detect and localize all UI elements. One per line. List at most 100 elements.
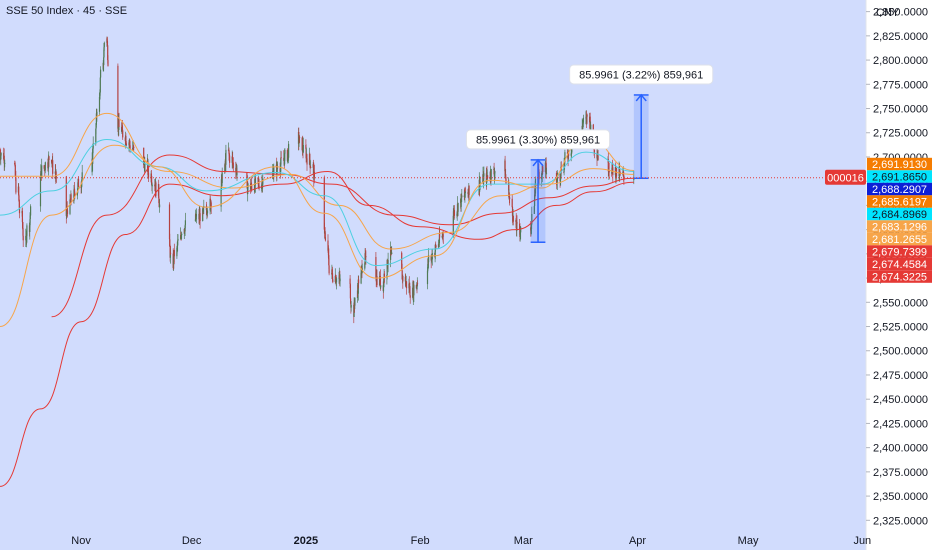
price-tick-label: 2,725.0000 (873, 128, 928, 140)
candle-body (177, 240, 179, 246)
symbol-header[interactable]: SSE 50 Index · 45 · SSE (6, 5, 128, 17)
candle-body (96, 111, 98, 116)
candle-body (302, 145, 304, 153)
candle-body (608, 170, 610, 173)
candle-body (328, 265, 330, 274)
candle-body (442, 235, 444, 237)
candle-body (133, 147, 135, 148)
candle-body (339, 278, 341, 282)
candle-body (593, 150, 595, 154)
candle-body (173, 250, 175, 257)
candle-body (615, 167, 617, 179)
candle-body (225, 149, 227, 165)
candle-body (402, 276, 404, 282)
price-tick-label: 2,475.0000 (873, 370, 928, 382)
price-tag-badge (867, 207, 932, 221)
price-tag-badge (867, 245, 932, 258)
price-tick-label: 2,400.0000 (873, 443, 928, 455)
price-tag-badge (867, 182, 932, 196)
candle-body (299, 137, 301, 138)
measure-1-label: 85.9961 (3.30%) 859,961 (476, 134, 600, 146)
candle-body (327, 240, 329, 251)
measure-1-arrow-head (532, 158, 544, 167)
candle-body (159, 204, 161, 208)
candle-body (48, 156, 50, 160)
candle-body (18, 195, 20, 200)
candle-body (41, 165, 43, 177)
candle-body (73, 189, 75, 201)
candle-body (273, 167, 275, 175)
candle-body (70, 194, 72, 201)
candle-body (409, 295, 411, 298)
candle-body (487, 175, 489, 179)
candle-body (544, 162, 546, 172)
candle-body (195, 214, 197, 217)
candle-body (542, 166, 544, 172)
candle-body (77, 179, 80, 188)
price-tick-label: 2,825.0000 (873, 31, 928, 43)
candle-body (607, 158, 609, 172)
measure-1-label-box (465, 129, 611, 150)
candle-body (280, 157, 282, 165)
candle-body (107, 45, 109, 61)
candle-body (387, 260, 389, 265)
candle-body (51, 160, 53, 163)
candle-body (391, 252, 393, 255)
candle-body (168, 204, 171, 240)
candle-body (382, 281, 385, 292)
candle-body (66, 210, 69, 214)
candle-body (170, 252, 172, 254)
candle-body (350, 298, 352, 304)
candle-body (494, 171, 496, 174)
time-label: 2025 (294, 535, 318, 547)
candle-body (349, 284, 351, 299)
price-tick-label: 2,800.0000 (873, 55, 928, 67)
plot-area[interactable] (0, 0, 866, 550)
candle-body (633, 177, 635, 181)
candle-body (409, 286, 411, 296)
candle-body (55, 176, 57, 178)
candle-body (516, 222, 518, 224)
candle-body (232, 162, 234, 168)
price-tick-label: 2,350.0000 (873, 491, 928, 503)
candle-body (44, 162, 46, 171)
candle-body (3, 155, 5, 164)
candle-body (331, 273, 334, 280)
candle-body (73, 188, 76, 193)
time-label: Jun (853, 535, 871, 547)
candle-body (150, 173, 152, 182)
currency-label[interactable]: CNY (876, 7, 900, 19)
candle-body (52, 160, 54, 174)
candle-body (14, 165, 16, 177)
candle-body (353, 302, 355, 317)
candle-body (117, 65, 119, 129)
candle-body (520, 227, 522, 233)
candle-body (92, 148, 94, 164)
moving-average-layer (0, 112, 634, 487)
candle-body (571, 146, 573, 153)
candle-body (276, 168, 279, 170)
measure-2-arrow-head (635, 93, 647, 102)
candle-body (143, 147, 145, 165)
candle-body (530, 224, 533, 229)
candle-body (236, 172, 238, 176)
price-tick-label: 2,425.0000 (873, 418, 928, 430)
price-tag-label: 2,674.4584 (872, 259, 927, 271)
candle-body (531, 214, 533, 225)
time-label: May (738, 535, 759, 547)
measure-annotations[interactable]: 85.9961 (3.30%) 859,961 85.9961 (3.22%) 8… (465, 64, 714, 243)
candle-body (210, 202, 212, 207)
candle-body (505, 178, 507, 184)
candle-body (92, 143, 94, 149)
price-tag-label: 2,688.2907 (872, 184, 927, 196)
price-tag-badge (867, 170, 932, 183)
candle-body (262, 178, 264, 185)
candle-body (332, 279, 334, 283)
candle-body (596, 155, 598, 159)
candle-body (428, 255, 430, 263)
candle-body (21, 210, 23, 223)
candle-body (468, 185, 470, 195)
candle-body (284, 149, 286, 154)
candle-body (324, 237, 326, 241)
